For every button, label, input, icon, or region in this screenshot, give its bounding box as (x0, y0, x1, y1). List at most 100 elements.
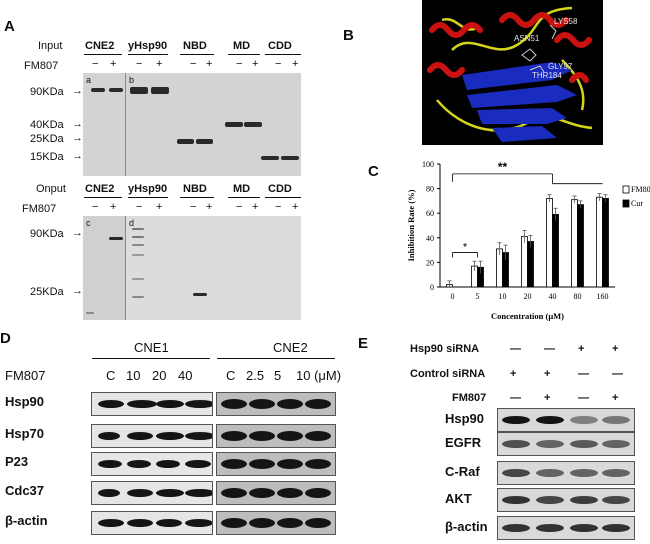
onput-label: Onput (36, 183, 66, 195)
blot-band (156, 400, 184, 408)
dose-label: 2.5 (246, 368, 265, 383)
treatment-sign: − (190, 58, 197, 70)
y-tick-label: 0 (430, 283, 434, 292)
treatment-sign: − (236, 58, 243, 70)
gel-band (132, 236, 144, 238)
blot-strip-cne1 (91, 481, 213, 505)
treatment-row-label: FM807 (452, 392, 487, 404)
group-yhsp90-bottom: yHsp90 (128, 183, 168, 195)
treatment-sign: — (544, 343, 555, 355)
x-tick-label: 10 (499, 292, 507, 301)
arrow: → (72, 285, 83, 297)
blot-band (536, 440, 564, 448)
blot-band (156, 432, 184, 440)
group-nbd-bottom: NBD (183, 183, 207, 195)
treatment-sign: + (206, 58, 213, 70)
sig-annotation: * (463, 242, 468, 254)
cne2-label: CNE2 (273, 340, 308, 355)
blot-band (127, 519, 153, 527)
group-underline (84, 197, 122, 198)
blot-strip (497, 408, 635, 432)
dose-label: C (226, 368, 236, 383)
group-cdd-bottom: CDD (268, 183, 292, 195)
marker-25kda-top: 25KDa (30, 133, 64, 145)
blot-band (98, 432, 120, 440)
x-tick-label: 0 (451, 292, 455, 301)
x-tick-label: 40 (549, 292, 557, 301)
gel-band (132, 296, 144, 298)
gel-band (132, 254, 144, 256)
blot-band (502, 469, 530, 477)
blot-band (502, 416, 530, 424)
treatment-sign: + (292, 58, 299, 70)
blot-band (602, 416, 630, 424)
dose-label: 10 (126, 368, 141, 383)
gel-band (132, 228, 144, 230)
group-yhsp90-top: yHsp90 (128, 40, 168, 52)
blot-strip-cne2 (216, 511, 336, 535)
blot-band (305, 488, 331, 498)
blot-row-label: Hsp70 (5, 426, 45, 441)
marker-40kda-top: 40KDa (30, 119, 64, 131)
blot-band (570, 524, 598, 532)
treatment-sign: − (92, 201, 99, 213)
blot-row-label: AKT (445, 491, 472, 506)
blot-row-label: EGFR (445, 435, 482, 450)
gel-band (130, 87, 148, 94)
blot-strip-cne2 (216, 392, 336, 416)
blot-row-label: Cdc37 (5, 483, 45, 498)
treatment-sign: + (510, 368, 517, 380)
gel-left-strip (83, 216, 125, 320)
treatment-sign: + (544, 392, 551, 404)
gel-band (193, 293, 207, 296)
arrow: → (72, 85, 83, 97)
y-tick-label: 60 (426, 209, 434, 218)
bar-fm807 (596, 196, 603, 288)
gel-band (151, 87, 169, 94)
blot-band (185, 519, 212, 527)
blot-row-label: β-actin (445, 519, 488, 534)
marker-90kda-top: 90KDa (30, 86, 64, 98)
blot-band (185, 400, 212, 408)
blot-band (156, 460, 180, 468)
blot-strip (497, 488, 635, 512)
gel-band (177, 139, 194, 144)
panel-e-label: E (358, 335, 369, 352)
group-underline (128, 197, 168, 198)
residue-label: LYS58 (554, 17, 578, 26)
residue-label: ASN51 (514, 34, 540, 43)
sublabel-d: d (129, 218, 135, 228)
treatment-sign: + (252, 201, 259, 213)
gel-band (281, 156, 299, 160)
treatment-sign: + (206, 201, 213, 213)
blot-band (156, 519, 182, 527)
arrow: → (72, 118, 83, 130)
treatment-sign: − (275, 58, 282, 70)
group-underline (180, 197, 214, 198)
treatment-sign: + (612, 392, 619, 404)
blot-strip-cne1 (91, 452, 213, 476)
blot-band (602, 469, 630, 477)
treatment-sign: − (190, 201, 197, 213)
dose-label: 20 (152, 368, 167, 383)
gel-bottom: c d (83, 216, 301, 320)
blot-band (98, 400, 124, 408)
group-cdd-top: CDD (268, 40, 292, 52)
gel-top: a b (83, 73, 301, 176)
sublabel-a: a (86, 75, 92, 85)
dose-label: 40 (178, 368, 193, 383)
bar-cur (602, 198, 609, 288)
legend-label: FM807 (631, 185, 650, 194)
legend-swatch (622, 185, 630, 194)
x-tick-label: 5 (476, 292, 480, 301)
dose-label: 10 (μM) (296, 368, 342, 383)
marker-90kda-bottom: 90KDa (30, 228, 64, 240)
x-tick-label: 160 (597, 292, 609, 301)
x-tick-label: 80 (574, 292, 582, 301)
blot-band (277, 399, 303, 409)
blot-band (249, 488, 275, 498)
blot-strip-cne2 (216, 452, 336, 476)
legend-swatch (622, 199, 630, 208)
treatment-sign: + (544, 368, 551, 380)
treatment-sign: — (510, 392, 521, 404)
